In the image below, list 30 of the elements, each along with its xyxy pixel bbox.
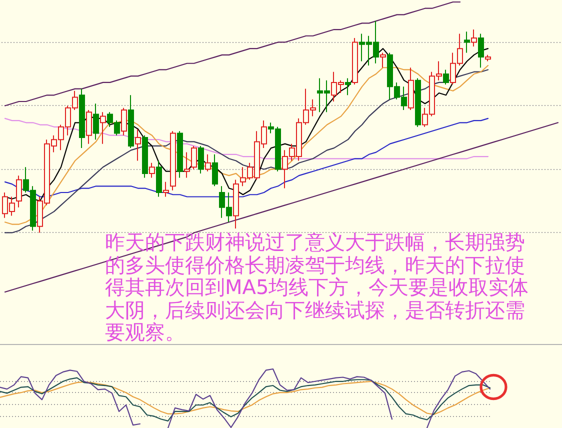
candlestick xyxy=(177,130,183,178)
candlestick xyxy=(163,181,169,198)
candlestick xyxy=(408,67,414,110)
candlestick xyxy=(142,134,148,178)
candlestick xyxy=(16,175,22,208)
candlestick xyxy=(156,160,162,198)
candlestick xyxy=(485,54,491,62)
candlestick xyxy=(128,94,134,149)
candlestick xyxy=(135,128,141,162)
candlestick xyxy=(100,112,106,144)
candlestick xyxy=(149,162,155,178)
candlestick xyxy=(121,107,127,136)
candlestick xyxy=(380,52,386,68)
candlestick xyxy=(93,103,99,140)
candlestick xyxy=(345,78,351,96)
candlestick xyxy=(191,145,197,170)
candlestick xyxy=(205,154,211,172)
candlestick xyxy=(170,130,176,191)
candlestick xyxy=(464,31,470,54)
candlestick xyxy=(471,29,477,47)
candlestick xyxy=(233,179,239,229)
candlestick xyxy=(86,109,92,144)
candlestick xyxy=(415,78,421,128)
candlestick xyxy=(198,145,204,174)
candlestick xyxy=(443,69,449,86)
candlestick xyxy=(79,88,85,149)
candlestick xyxy=(352,37,358,86)
candlestick xyxy=(478,33,484,68)
candlestick xyxy=(212,154,218,187)
candlestick xyxy=(184,152,190,178)
